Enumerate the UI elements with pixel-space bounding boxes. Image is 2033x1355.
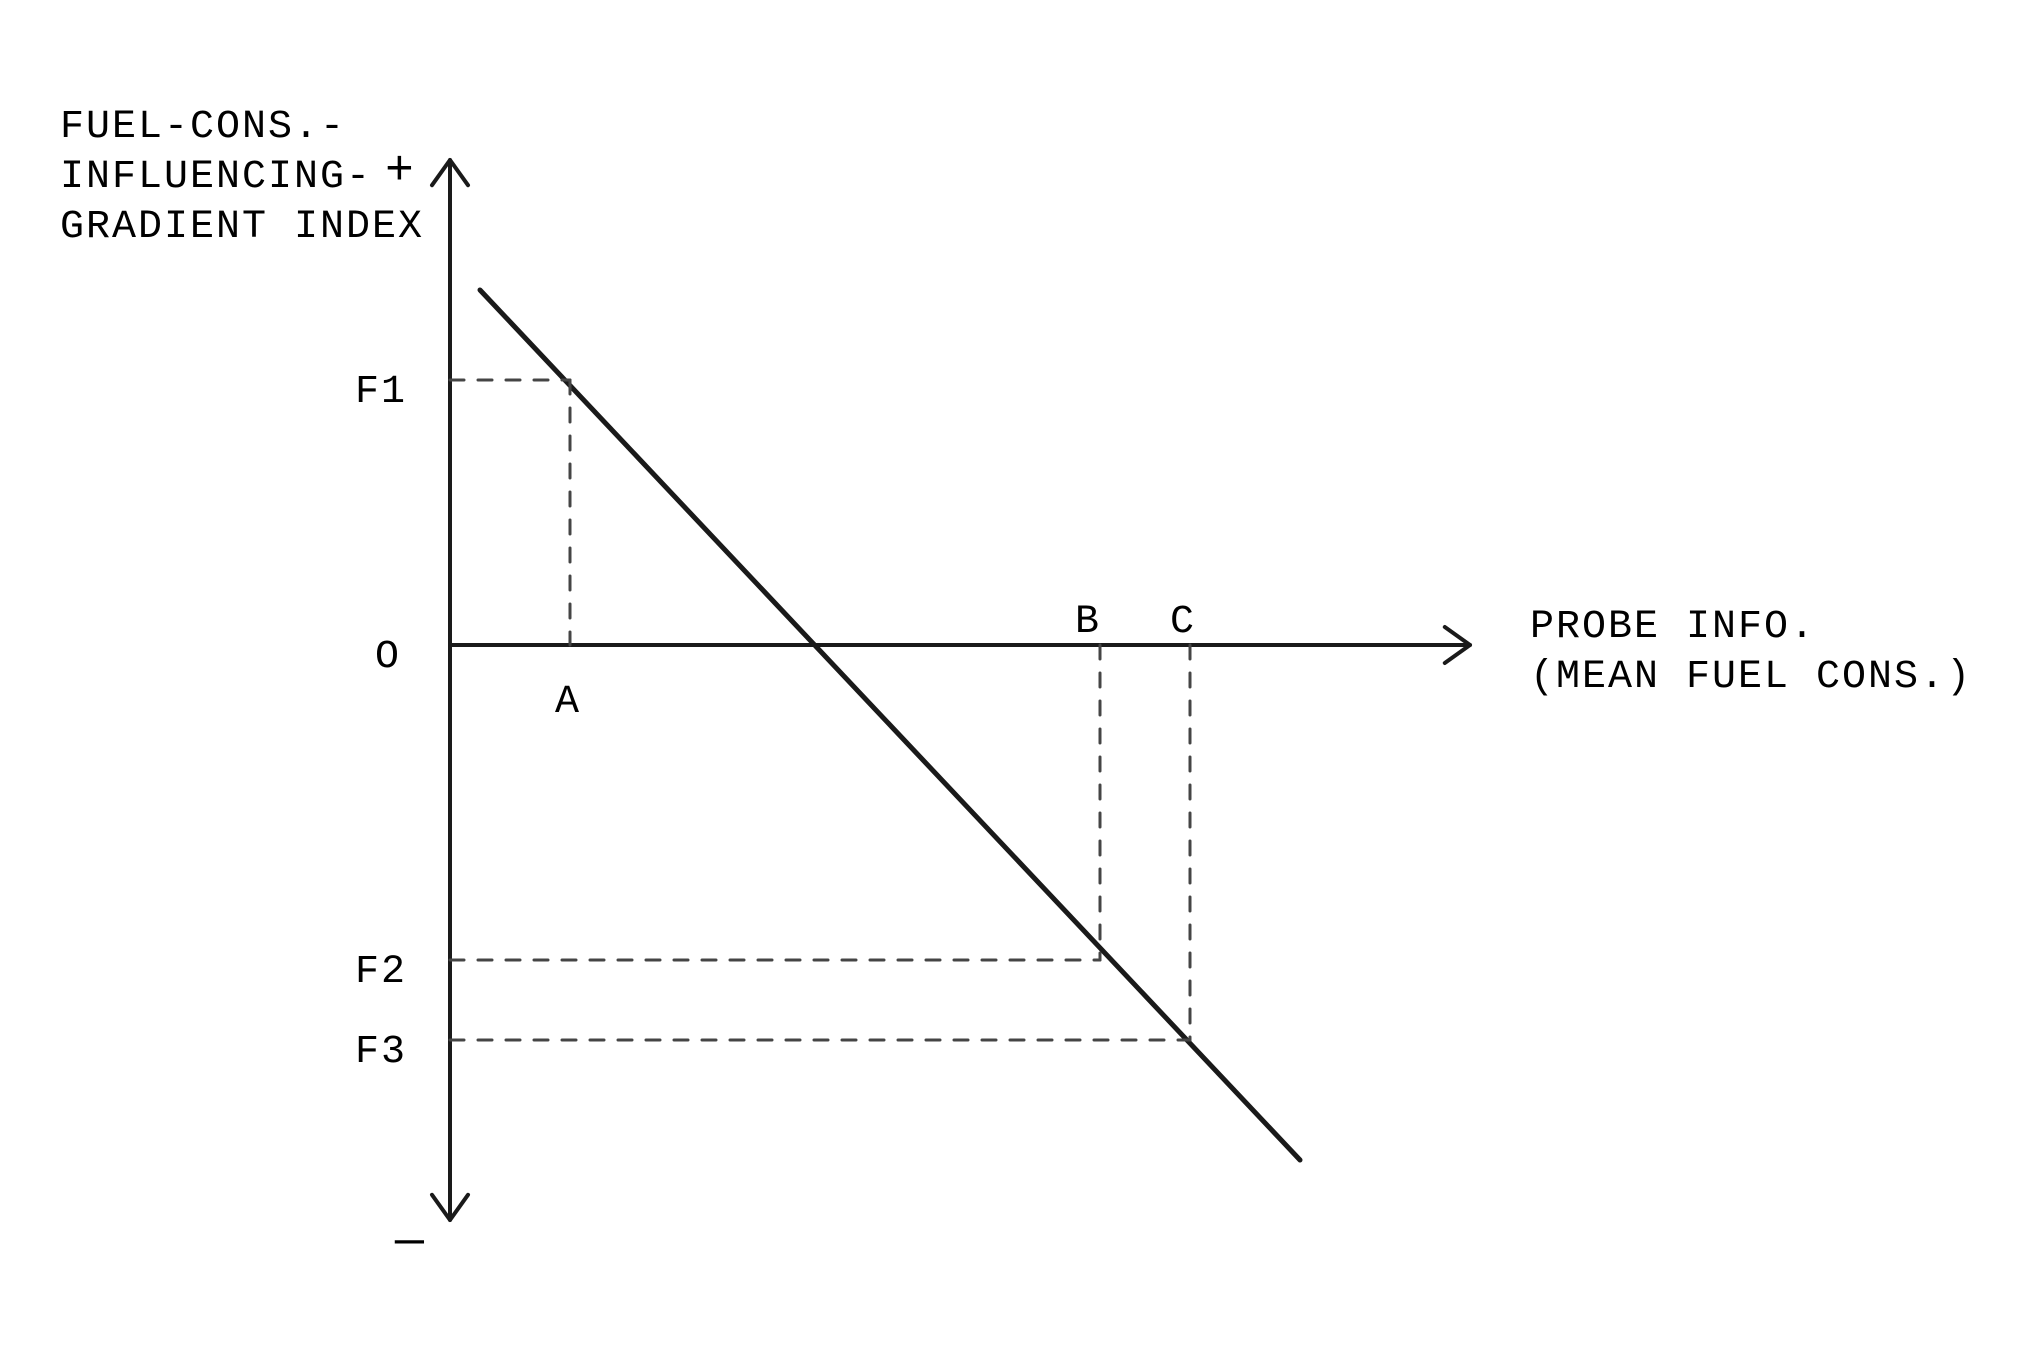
f1-label: F1 — [355, 370, 407, 415]
y-axis-title-line2: INFLUENCING- — [60, 155, 372, 200]
f3-label: F3 — [355, 1030, 407, 1075]
y-axis-title-line1: FUEL-CONS.- — [60, 105, 346, 150]
f2-label: F2 — [355, 950, 407, 995]
c-label: C — [1170, 600, 1196, 645]
a-label: A — [555, 680, 581, 725]
plus-symbol: + — [385, 145, 416, 199]
b-label: B — [1075, 600, 1101, 645]
origin-label: O — [375, 635, 401, 680]
minus-symbol: — — [395, 1215, 426, 1269]
y-axis-title-line3: GRADIENT INDEX — [60, 205, 424, 250]
x-axis-title-line1: PROBE INFO. — [1530, 605, 1816, 650]
x-axis-title-line2: (MEAN FUEL CONS.) — [1530, 655, 1972, 700]
